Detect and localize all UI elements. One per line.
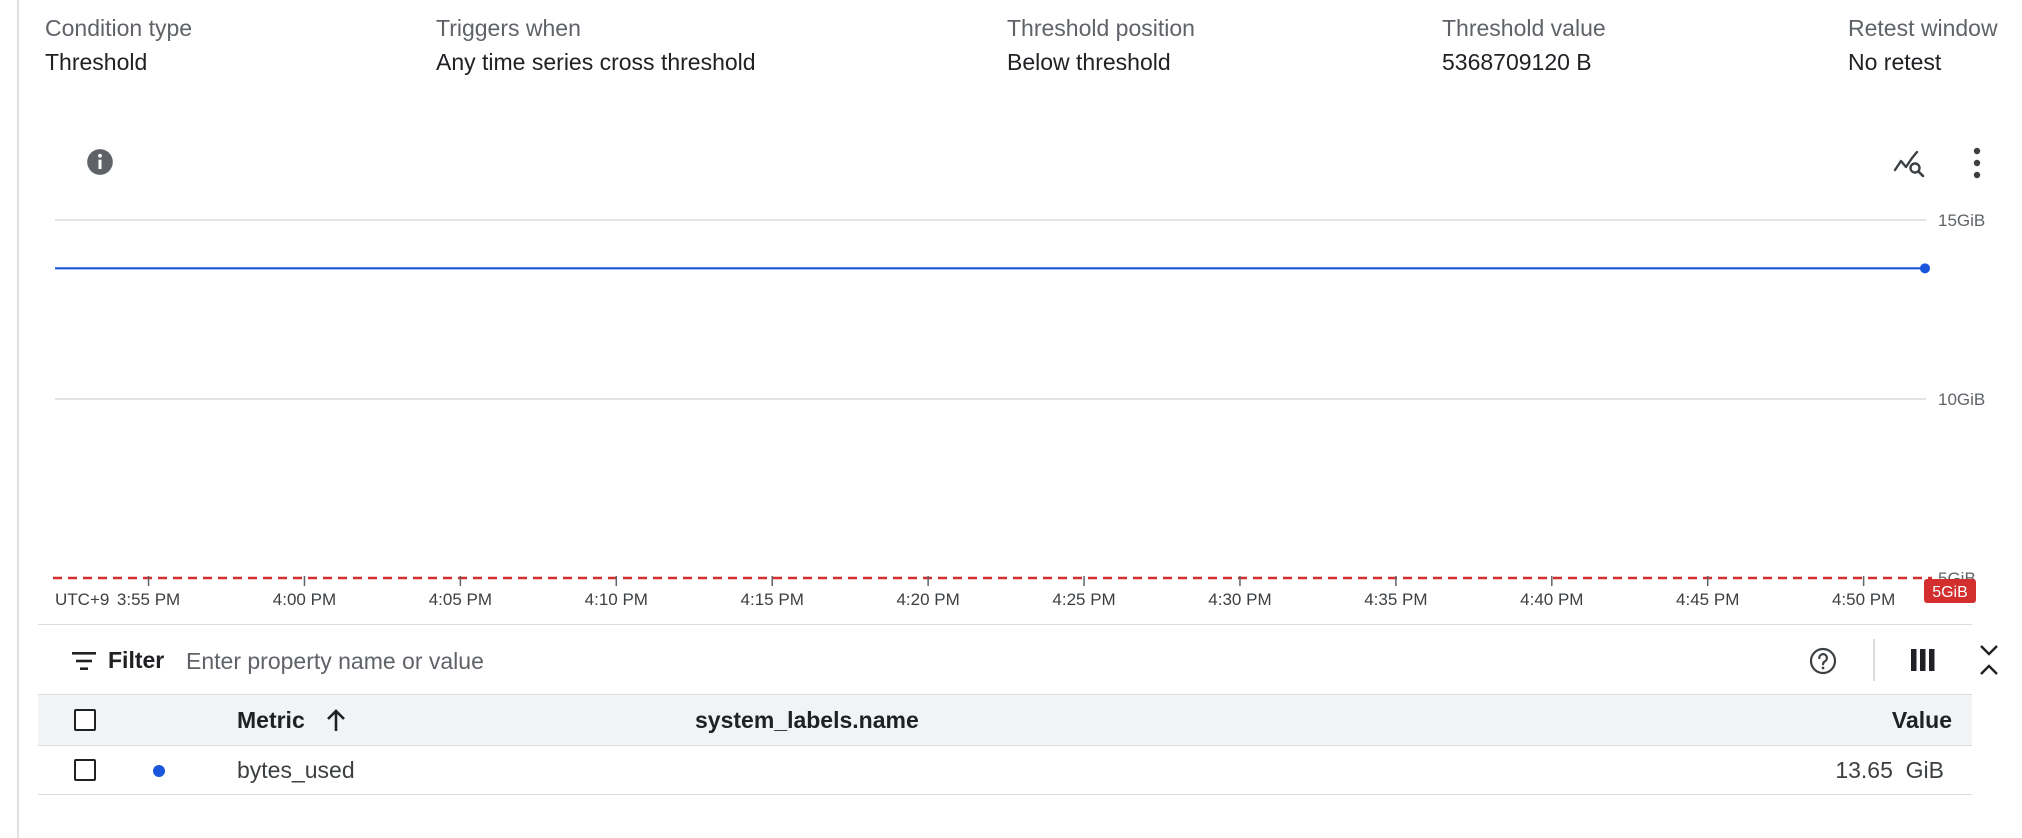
triggers-when-label: Triggers when — [436, 15, 581, 41]
x-tick-label: 4:35 PM — [1364, 590, 1427, 609]
threshold-badge-label: 5GiB — [1932, 584, 1968, 601]
series-end-point — [1920, 263, 1930, 274]
explore-query-icon[interactable] — [1893, 148, 1925, 180]
retest-window-label: Retest window — [1848, 15, 1998, 41]
row-checkbox[interactable] — [74, 759, 96, 781]
chart-threshold: 5GiB — [53, 576, 1976, 603]
filter-list-icon[interactable] — [72, 651, 98, 671]
help-icon[interactable] — [1808, 646, 1838, 676]
x-tick-label: 3:55 PM — [117, 590, 180, 609]
more-vert-icon[interactable] — [1966, 146, 1988, 180]
filter-label[interactable]: Filter — [108, 647, 165, 673]
x-tick-label: 4:50 PM — [1832, 590, 1895, 609]
condition-summary: Condition type Threshold Triggers when A… — [0, 14, 2022, 84]
table-header-row: Metric system_labels.name Value — [38, 694, 1972, 746]
info-icon[interactable] — [86, 148, 114, 176]
y-tick-label: 15GiB — [1938, 211, 1985, 230]
threshold-value: Threshold value 5368709120 B — [1442, 14, 1606, 76]
timezone-label: UTC+9 — [55, 590, 109, 609]
sort-ascending-icon[interactable] — [324, 707, 348, 733]
column-picker-icon[interactable] — [1910, 647, 1936, 673]
unfold-less-icon[interactable] — [1978, 639, 2000, 681]
condition-type-value: Threshold — [45, 49, 148, 75]
threshold-value-value: 5368709120 B — [1442, 49, 1592, 75]
threshold-badge — [1924, 579, 1976, 603]
chart-series — [55, 263, 1930, 274]
toolbar-divider — [1873, 639, 1875, 681]
metric-column-header[interactable]: Metric — [237, 707, 305, 733]
value-cell: 13.65 GiB — [1835, 757, 1944, 783]
series-color-dot — [153, 765, 165, 777]
x-tick-label: 4:05 PM — [429, 590, 492, 609]
filter-bar: Filter — [38, 624, 1998, 695]
threshold-value-label: Threshold value — [1442, 15, 1606, 41]
system-labels-name-column-header[interactable]: system_labels.name — [695, 707, 919, 733]
chart-x-axis: UTC+9 3:55 PM 4:00 PM 4:05 PM 4:10 PM 4:15 PM… — [55, 576, 1895, 609]
retest-window-value: No retest — [1848, 49, 1942, 75]
condition-type: Condition type Threshold — [45, 14, 192, 76]
value-column-header[interactable]: Value — [1891, 707, 1952, 733]
y-tick-label: 10GiB — [1938, 390, 1985, 409]
series-table: Metric system_labels.name Value bytes_us… — [38, 694, 1972, 795]
left-panel-divider — [17, 0, 19, 838]
metric-cell: bytes_used — [237, 757, 355, 783]
x-tick-label: 4:00 PM — [273, 590, 336, 609]
threshold-position-value: Below threshold — [1007, 49, 1171, 75]
triggers-when-value: Any time series cross threshold — [436, 49, 756, 75]
x-tick-label: 4:20 PM — [896, 590, 959, 609]
threshold-position-label: Threshold position — [1007, 15, 1195, 41]
x-tick-label: 4:10 PM — [585, 590, 648, 609]
x-tick-label: 4:45 PM — [1676, 590, 1739, 609]
select-all-checkbox[interactable] — [74, 709, 96, 731]
filter-input[interactable] — [184, 641, 1188, 681]
x-tick-label: 4:25 PM — [1052, 590, 1115, 609]
x-tick-label: 4:30 PM — [1208, 590, 1271, 609]
threshold-position: Threshold position Below threshold — [1007, 14, 1195, 76]
condition-type-label: Condition type — [45, 15, 193, 41]
x-tick-label: 4:15 PM — [741, 590, 804, 609]
table-row[interactable]: bytes_used 13.65 GiB — [38, 746, 1972, 795]
retest-window: Retest window No retest — [1848, 14, 1998, 76]
triggers-when: Triggers when Any time series cross thre… — [436, 14, 756, 76]
x-tick-label: 4:40 PM — [1520, 590, 1583, 609]
